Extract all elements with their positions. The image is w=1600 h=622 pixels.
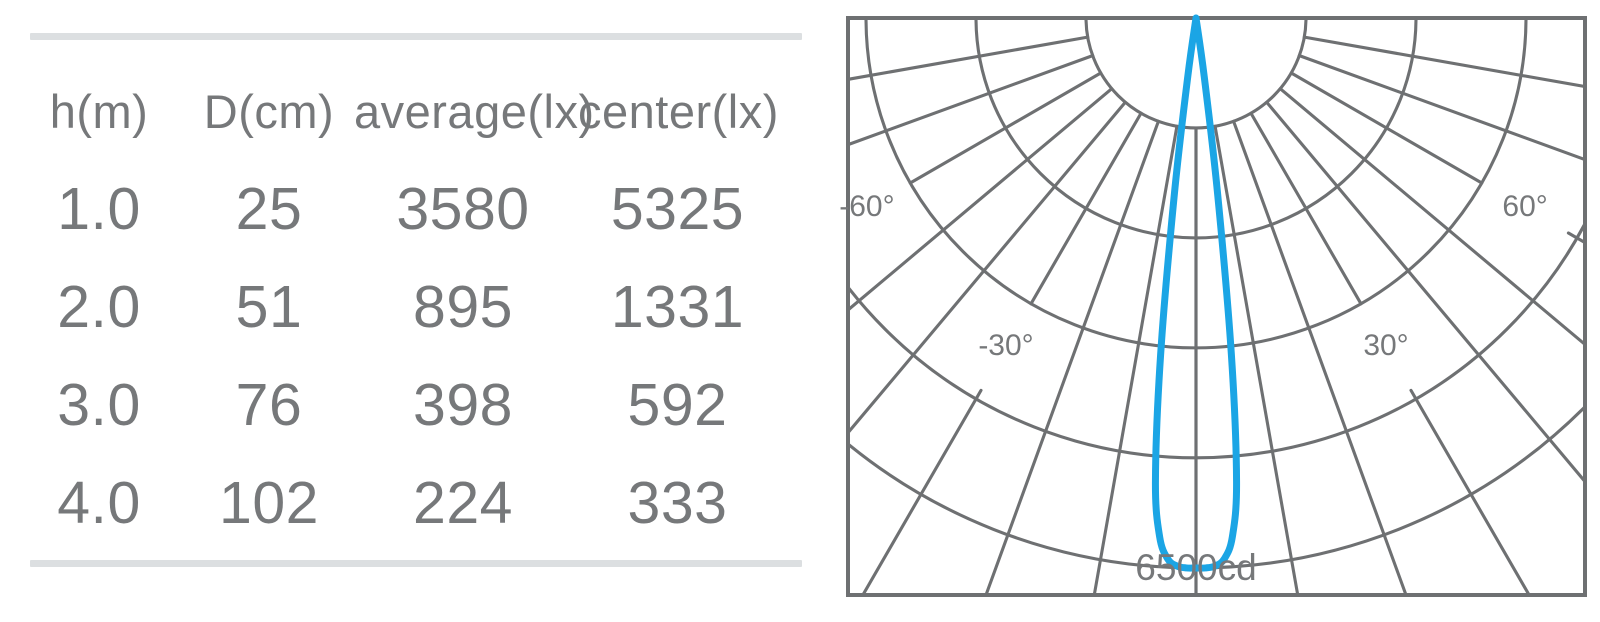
polar-spoke-40deg	[1265, 100, 1583, 482]
table-cell-h-4: 4.0	[57, 470, 141, 536]
table-header-center: center(lx)	[578, 84, 779, 138]
table-header-h: h(m)	[49, 84, 149, 138]
polar-ring-1300cd	[1084, 20, 1308, 130]
polar-spoke-80deg	[1302, 35, 1583, 88]
polar-ring-3900cd	[864, 20, 1528, 350]
polar-spoke--30deg	[862, 388, 983, 593]
table-cell-h-2: 2.0	[57, 274, 141, 340]
polar-angle-labels: -60° -30° 30° 60°	[839, 190, 1548, 362]
polar-spoke--10deg	[1093, 124, 1179, 593]
table-cell-average-2: 895	[413, 274, 513, 340]
polar-ring-6500cd	[850, 406, 1583, 570]
table-cell-h-1: 1.0	[57, 176, 141, 242]
angle-label-minus30deg: -30°	[978, 329, 1033, 362]
luminous-intensity-curve	[1151, 14, 1241, 572]
polar-spoke-30deg	[1409, 388, 1530, 593]
table-cell-center-3: 592	[627, 372, 728, 438]
table-cell-average-1: 3580	[396, 176, 530, 242]
polar-spoke-20deg	[1232, 119, 1407, 593]
table-cell-h-3: 3.0	[57, 372, 141, 438]
angle-label-60deg: 60°	[1502, 190, 1547, 223]
table-cell-d-1: 25	[235, 176, 303, 242]
polar-spoke--50deg	[850, 87, 1114, 311]
table-cell-average-4: 224	[413, 470, 513, 536]
polar-spoke--20deg	[985, 119, 1160, 593]
illuminance-table: h(m) D(cm) average(lx) center(lx) 1.0 25…	[12, 33, 812, 567]
table-cell-d-4: 102	[219, 470, 319, 536]
polar-spoke--70deg	[850, 54, 1095, 146]
table-header-average: average(lx)	[354, 84, 595, 138]
polar-ring-5200cd	[850, 223, 1583, 460]
table-grid: h(m) D(cm) average(lx) center(lx) 1.0 25…	[12, 62, 812, 552]
max-candela-label: 6500cd	[1135, 547, 1256, 588]
polar-arcs	[850, 20, 1583, 570]
table-cell-center-4: 333	[627, 470, 728, 536]
polar-intensity-diagram: -60° -30° 30° 60° 6500cd	[826, 0, 1600, 622]
polar-spokes	[850, 35, 1583, 593]
table-cell-d-3: 76	[235, 372, 303, 438]
table-header-d: D(cm)	[203, 84, 335, 138]
table-cell-center-2: 1331	[610, 274, 745, 340]
plot-frame	[846, 16, 1587, 597]
polar-spoke-10deg	[1213, 124, 1299, 593]
polar-spoke-50deg	[1278, 87, 1583, 345]
table-cell-average-3: 398	[413, 372, 513, 438]
polar-spoke--80deg	[850, 35, 1090, 81]
angle-label-minus60deg: -60°	[839, 190, 894, 223]
table-rule-top	[30, 33, 802, 40]
polar-spoke--40deg	[850, 100, 1127, 433]
table-cell-d-2: 51	[235, 274, 303, 340]
table-rule-bottom	[30, 560, 802, 567]
angle-label-30deg: 30°	[1363, 329, 1408, 362]
table-cell-center-1: 5325	[610, 176, 745, 242]
polar-ring-2600cd	[974, 20, 1418, 240]
polar-spoke-70deg	[1297, 54, 1583, 161]
